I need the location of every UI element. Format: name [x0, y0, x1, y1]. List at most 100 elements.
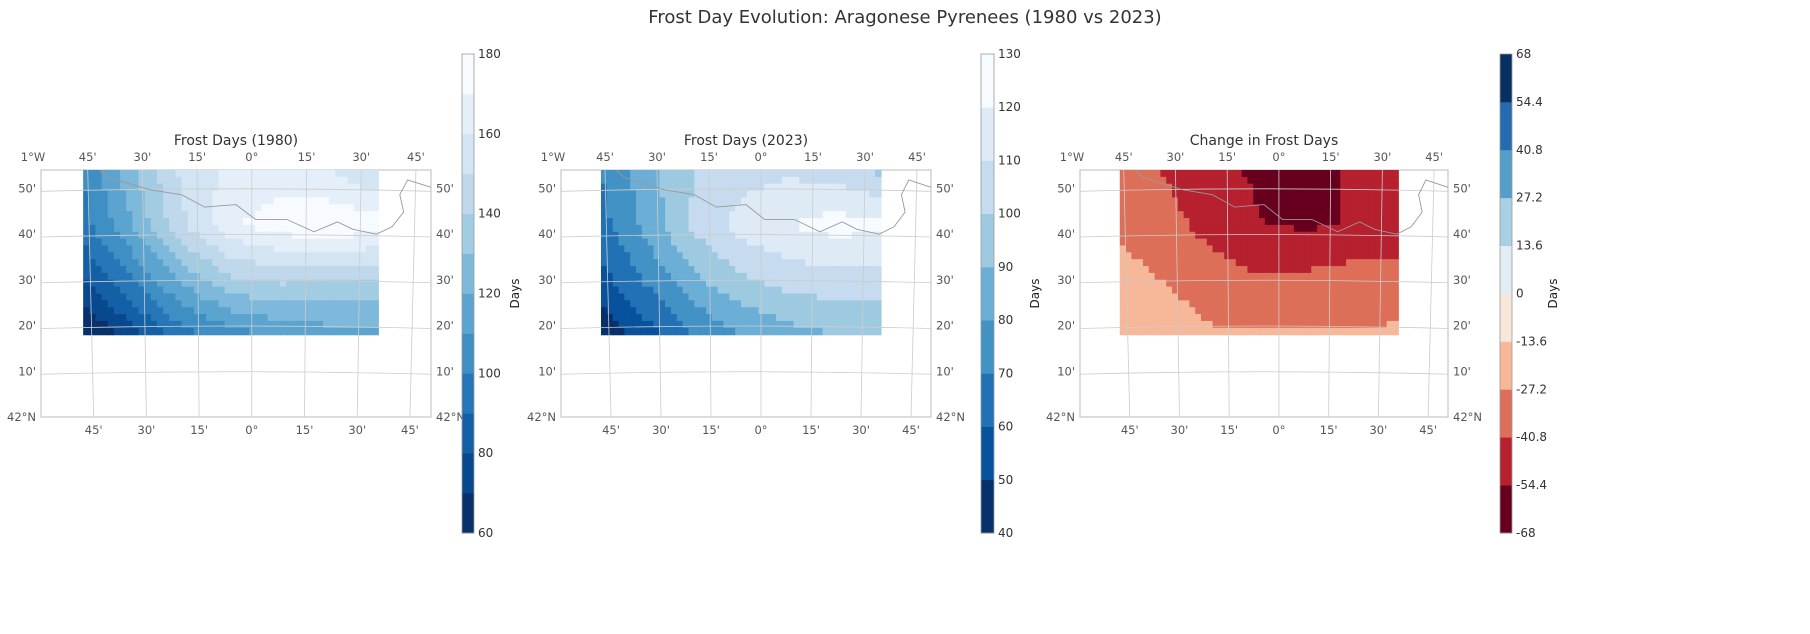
contour-cell [1357, 183, 1365, 192]
contour-cell [1317, 231, 1324, 240]
contour-cell [706, 252, 713, 260]
contour-cell [212, 238, 220, 247]
contour-cell [676, 224, 684, 233]
contour-cell [1224, 293, 1231, 301]
contour-cell [286, 170, 293, 178]
contour-cell [729, 272, 736, 281]
lon-tick-label-top: 1°W [541, 150, 565, 164]
contour-cell [1195, 293, 1202, 301]
contour-cell [107, 224, 115, 233]
contour-cell [83, 176, 90, 185]
contour-cell [1247, 320, 1254, 329]
contour-cell [612, 259, 620, 267]
contour-cell [676, 286, 684, 295]
contour-cell [1299, 170, 1307, 178]
contour-cell [776, 218, 783, 226]
contour-cell [822, 218, 830, 226]
lon-tick-label-top: 0° [1272, 150, 1285, 164]
contour-cell [723, 170, 730, 178]
contour-cell [729, 279, 736, 288]
contour-cell [816, 224, 824, 233]
contour-cell [857, 320, 865, 329]
contour-cell [1282, 314, 1289, 322]
contour-cell [1375, 170, 1382, 178]
contour-cell [261, 231, 269, 240]
contour-cell [126, 320, 133, 329]
contour-cell [1305, 190, 1312, 199]
contour-cell [83, 300, 90, 308]
contour-cell [869, 320, 876, 329]
contour-cell [647, 224, 655, 233]
contour-cell [236, 190, 244, 199]
contour-cell [1218, 327, 1225, 336]
contour-cell [1160, 170, 1167, 178]
contour-cell [120, 252, 127, 260]
contour-cell [310, 190, 318, 199]
contour-cell [746, 224, 754, 233]
contour-cell [1235, 252, 1243, 260]
contour-cell [1340, 224, 1347, 233]
contour-cell [682, 252, 690, 260]
contour-cell [335, 245, 343, 253]
contour-cell [181, 286, 189, 295]
contour-cell [89, 327, 97, 336]
contour-cell [811, 170, 818, 178]
contour-cell [366, 197, 373, 205]
contour-cell [624, 293, 631, 301]
contour-cell [1363, 204, 1370, 212]
contour-cell [1299, 224, 1307, 233]
contour-cell [1201, 245, 1208, 253]
contour-cell [1392, 327, 1399, 336]
contour-cell [1235, 307, 1243, 315]
contour-cell [1299, 204, 1307, 212]
contour-cell [700, 320, 707, 329]
contour-cell [1235, 327, 1243, 336]
parallel-line [40, 371, 432, 375]
parallel-line [40, 279, 432, 284]
contour-cell [1369, 300, 1376, 308]
contour-cell [353, 320, 361, 329]
contour-cell [828, 320, 835, 329]
contour-cell [1386, 183, 1394, 192]
contour-cell [372, 183, 379, 192]
contour-cell [243, 197, 250, 205]
contour-cell [851, 259, 859, 267]
contour-cell [132, 314, 140, 322]
contour-cell [641, 259, 649, 267]
colorbar-band [981, 320, 994, 374]
contour-cell [694, 314, 701, 322]
contour-cell [711, 314, 719, 322]
contour-cell [735, 204, 742, 212]
contour-cell [347, 170, 355, 178]
contour-cell [156, 314, 164, 322]
contour-cell [279, 272, 287, 281]
contour-cell [1218, 245, 1225, 253]
contour-cell [347, 176, 355, 185]
contour-cell [700, 224, 707, 233]
contour-cell [1264, 272, 1272, 281]
contour-cell [1305, 279, 1312, 288]
contour-cell [322, 252, 330, 260]
contour-cell [793, 224, 800, 233]
contour-cell [120, 307, 127, 315]
contour-cell [1299, 238, 1307, 247]
contour-cell [688, 327, 695, 336]
contour-cell [144, 252, 152, 260]
contour-cell [636, 176, 643, 185]
lat-tick-label-right: 30' [1453, 273, 1471, 287]
contour-cell [641, 252, 649, 260]
contour-cell [752, 176, 760, 185]
contour-cell [1142, 197, 1150, 205]
contour-cell [120, 190, 127, 199]
lon-tick-label-top: 15' [1322, 150, 1340, 164]
contour-cell [224, 314, 232, 322]
contour-cell [840, 300, 847, 308]
contour-cell [618, 286, 625, 295]
contour-cell [647, 259, 655, 267]
meridian-line [1377, 169, 1383, 418]
contour-cell [359, 272, 367, 281]
contour-cell [601, 252, 608, 260]
contour-cell [659, 170, 666, 178]
contour-cell [279, 176, 287, 185]
contour-cell [335, 190, 343, 199]
